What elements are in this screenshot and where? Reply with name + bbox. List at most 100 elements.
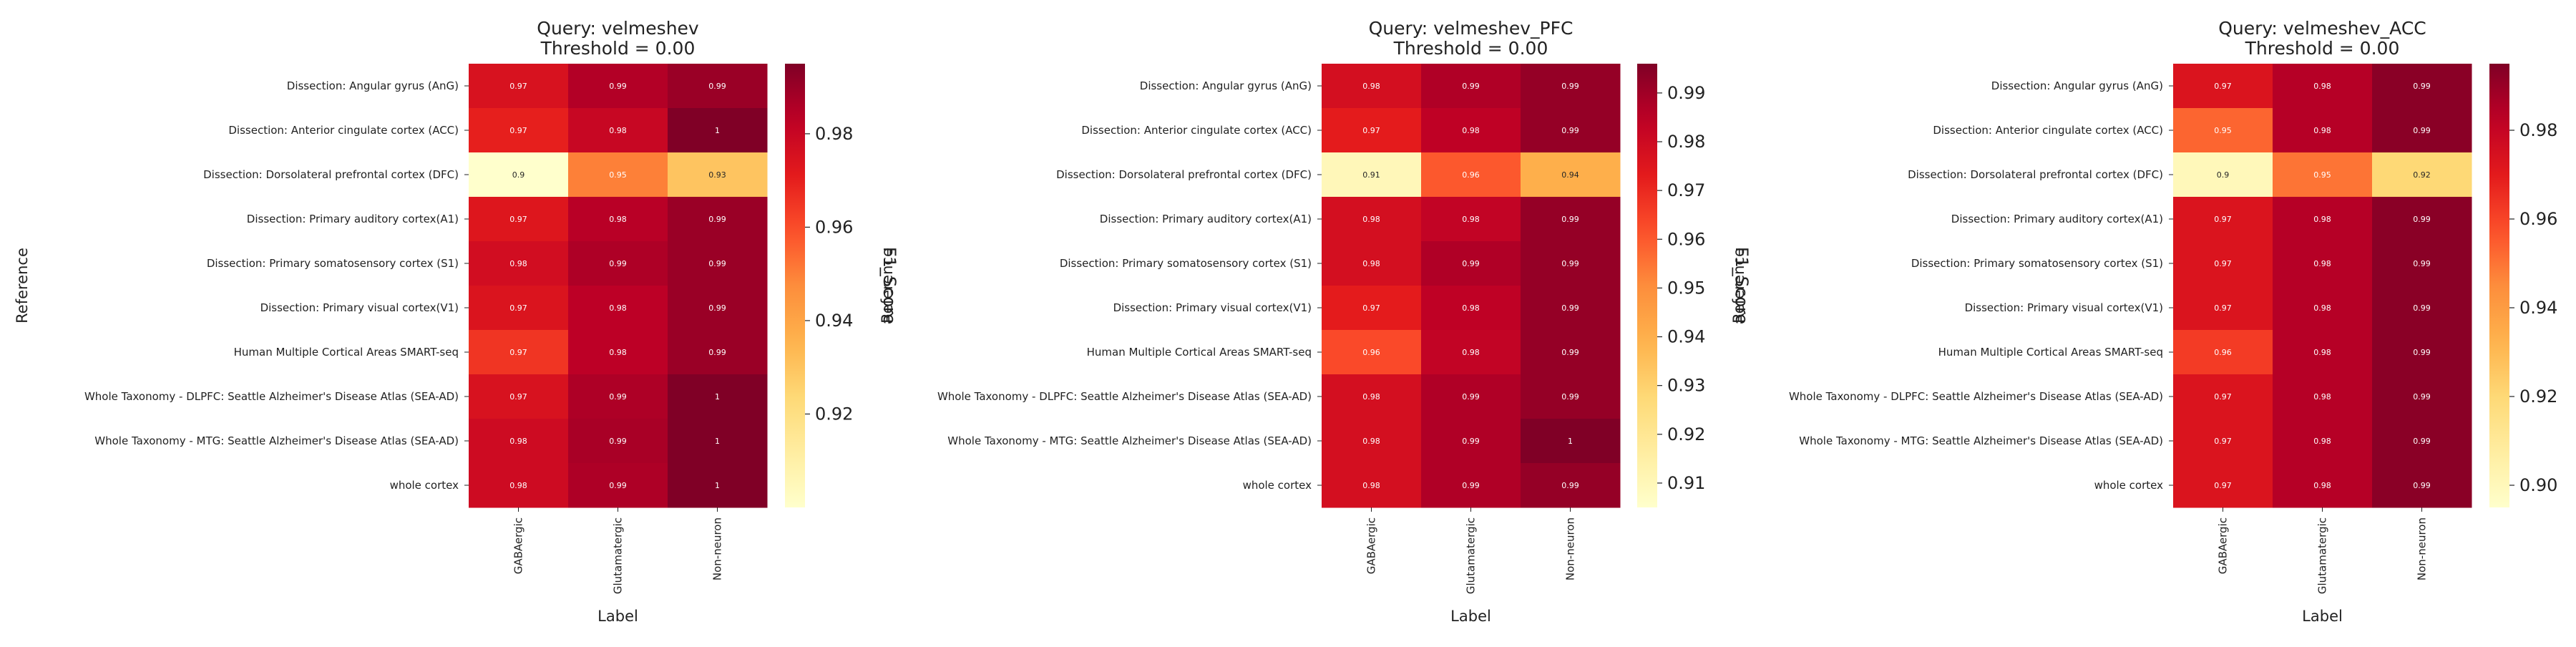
cell-value-label: 0.97 [1362, 303, 1380, 313]
cell-value-label: 0.99 [609, 82, 627, 91]
heatmap-cell [568, 463, 668, 508]
heatmap-cell [2372, 330, 2472, 375]
colorbar-tick-label: 0.98 [1667, 132, 1705, 152]
heatmap-cell [1322, 108, 1422, 153]
cell-value-label: 1 [1568, 437, 1573, 446]
cell-value-label: 0.99 [2413, 259, 2431, 268]
colorbar-tick-label: 0.94 [815, 311, 853, 331]
x-tick-label: GABAergic [1365, 517, 1378, 574]
colorbar-tick-label: 0.92 [2519, 386, 2557, 407]
cell-value-label: 0.97 [2214, 481, 2232, 490]
cell-value-label: 0.99 [708, 259, 726, 268]
heatmap-cell [1421, 64, 1521, 109]
cell-value-label: 0.98 [2313, 303, 2331, 313]
heatmap-cell [568, 374, 668, 419]
chart-title: Query: velmeshev_PFC [1369, 18, 1574, 39]
y-tick-label: Dissection: Primary somatosensory cortex… [1060, 257, 1312, 270]
cell-value-label: 0.97 [509, 126, 527, 135]
cell-value-label: 0.98 [509, 437, 527, 446]
heatmap-cell [668, 463, 768, 508]
colorbar-tick-label: 0.92 [1667, 424, 1705, 444]
y-axis-label: Reference [1730, 248, 1747, 324]
chart-subtitle: Threshold = 0.00 [2245, 38, 2400, 59]
cell-value-label: 0.98 [2313, 481, 2331, 490]
cell-value-label: 0.97 [509, 82, 527, 91]
y-tick-label: Whole Taxonomy - MTG: Seattle Alzheimer'… [94, 434, 459, 447]
cell-value-label: 0.96 [2214, 348, 2232, 357]
x-tick-label: Glutamatergic [612, 517, 625, 594]
cell-value-label: 0.99 [609, 481, 627, 490]
heatmap-cell [568, 152, 668, 198]
heatmap-cell [469, 330, 569, 375]
x-tick-label: GABAergic [2217, 517, 2230, 574]
heatmap-cell [1322, 330, 1422, 375]
cell-value-label: 0.99 [708, 303, 726, 313]
cell-value-label: 1 [715, 392, 720, 402]
y-tick-label: Dissection: Anterior cingulate cortex (A… [1933, 124, 2163, 137]
heatmap-cell [1521, 108, 1621, 153]
cell-value-label: 0.99 [708, 215, 726, 224]
chart-subtitle: Threshold = 0.00 [540, 38, 696, 59]
cell-value-label: 0.99 [2413, 82, 2431, 91]
heatmap-cell [1421, 286, 1521, 331]
cell-value-label: 0.99 [2413, 215, 2431, 224]
cell-value-label: 0.97 [509, 348, 527, 357]
cell-value-label: 0.98 [1462, 215, 1480, 224]
cell-value-label: 0.98 [2313, 126, 2331, 135]
cell-value-label: 0.98 [1362, 82, 1380, 91]
cell-value-label: 0.98 [2313, 259, 2331, 268]
heatmap-cell [1521, 197, 1621, 242]
y-tick-label: Dissection: Angular gyrus (AnG) [1140, 79, 1312, 92]
cell-value-label: 0.99 [708, 82, 726, 91]
heatmap-cell [2273, 419, 2373, 464]
colorbar-tick-label: 0.92 [815, 404, 853, 424]
colorbar-tick-label: 0.98 [2519, 120, 2557, 140]
cell-value-label: 0.98 [1462, 303, 1480, 313]
cell-value-label: 0.97 [509, 303, 527, 313]
chart-subtitle: Threshold = 0.00 [1393, 38, 1548, 59]
heatmap-cell [668, 64, 768, 109]
cell-value-label: 0.99 [1561, 215, 1579, 224]
heatmap-cell [2372, 64, 2472, 109]
cell-value-label: 0.98 [1462, 348, 1480, 357]
y-tick-label: Human Multiple Cortical Areas SMART-seq [234, 346, 459, 359]
colorbar [2489, 64, 2509, 507]
heatmap-cell [568, 330, 668, 375]
heatmap-cell [2273, 64, 2373, 109]
cell-value-label: 0.97 [2214, 82, 2232, 91]
cell-value-label: 0.9 [512, 170, 525, 180]
heatmap-cell [1421, 463, 1521, 508]
cell-value-label: 0.99 [1561, 259, 1579, 268]
x-tick-label: GABAergic [512, 517, 525, 574]
colorbar [1637, 64, 1657, 507]
y-tick-label: Dissection: Dorsolateral prefrontal cort… [1056, 168, 1312, 181]
cell-value-label: 0.99 [1462, 259, 1480, 268]
cell-value-label: 0.91 [1362, 170, 1380, 180]
colorbar-tick-label: 0.98 [815, 124, 853, 144]
heatmap-cell [469, 64, 569, 109]
y-tick-label: Dissection: Anterior cingulate cortex (A… [228, 124, 459, 137]
cell-value-label: 0.99 [708, 348, 726, 357]
cell-value-label: 0.97 [2214, 392, 2232, 402]
cell-value-label: 0.99 [1462, 437, 1480, 446]
heatmap-cell [469, 286, 569, 331]
heatmap-cell [1521, 419, 1621, 464]
cell-value-label: 0.99 [2413, 437, 2431, 446]
y-tick-label: Dissection: Primary visual cortex(V1) [1965, 301, 2163, 314]
y-tick-label: Dissection: Primary somatosensory cortex… [1911, 257, 2163, 270]
heatmap-cell [1421, 197, 1521, 242]
colorbar-tick-label: 0.99 [1667, 83, 1705, 103]
heatmap-cell [1521, 64, 1621, 109]
heatmap-cell [2173, 64, 2273, 109]
heatmap-cell [469, 463, 569, 508]
heatmap-cell [2173, 330, 2273, 375]
cell-value-label: 0.9 [2217, 170, 2230, 180]
cell-value-label: 0.98 [509, 259, 527, 268]
cell-value-label: 0.98 [509, 481, 527, 490]
cell-value-label: 0.99 [1561, 82, 1579, 91]
cell-value-label: 0.97 [2214, 259, 2232, 268]
y-axis-label: Reference [14, 248, 31, 324]
heatmap-cell [2372, 108, 2472, 153]
